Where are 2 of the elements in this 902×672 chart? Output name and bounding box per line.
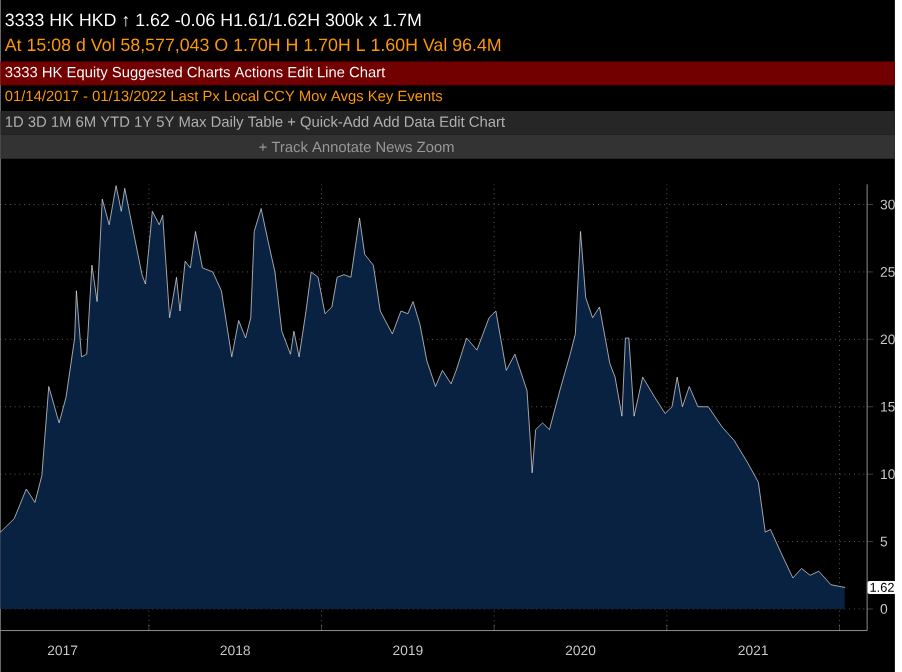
text: At 15:08 d Vol 58,577,043 O 1.70H H 1.70H L 1.60H Val 96.4M xyxy=(4,37,501,54)
text: 3333 HK HKD ↑ 1.62 -0.06 H1.61/1.62H 300k x 1.7M xyxy=(5,12,421,27)
